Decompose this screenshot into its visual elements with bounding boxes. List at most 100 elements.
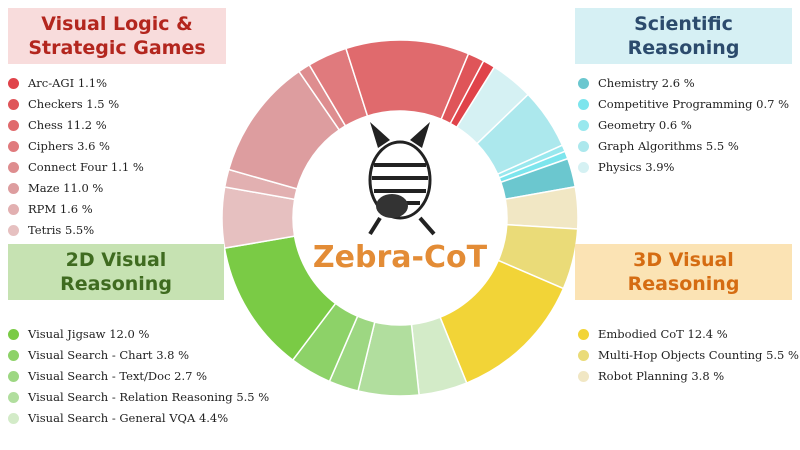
legend-item: Visual Search - Chart 3.8 % [8,348,189,362]
legend-item: Checkers 1.5 % [8,97,119,111]
legend-value: 11.0 % [63,181,104,195]
legend-label: Maze [28,181,60,195]
group-header: Visual Logic & Strategic Games [8,8,226,64]
donut-segment [449,59,496,129]
legend-item: Visual Search - Text/Doc 2.7 % [8,369,207,383]
group-title: Visual Logic & Strategic Games [28,13,206,59]
legend-item: Visual Jigsaw 12.0 % [8,327,149,341]
legend-label: Embodied CoT [598,327,684,341]
legend-marker [8,391,19,403]
donut-segment [499,157,577,201]
legend-marker [8,77,19,89]
legend-marker [8,98,19,110]
legend-marker [8,119,19,131]
legend-item: Chess 11.2 % [8,118,107,132]
legend-marker [578,328,589,340]
legend-item: Geometry 0.6 % [578,118,692,132]
legend-marker [8,161,19,173]
legend-label: Multi-Hop Objects Counting [598,348,763,362]
legend-value: 3.8 % [691,369,725,383]
legend-label: Ciphers [28,139,74,153]
legend-label: Geometry [598,118,656,132]
legend-value: 3.8 % [156,348,190,362]
legend-value: 0.6 % [658,118,692,132]
group-title: 3D Visual Reasoning [627,249,740,295]
zebra-icon [368,122,436,236]
donut-segment [291,302,359,383]
legend-value: 5.5 % [236,390,270,404]
legend-item: Ciphers 3.6 % [8,139,110,153]
donut-segment [440,52,485,125]
group-header: 2D Visual Reasoning [8,244,224,300]
legend-label: Chemistry [598,76,659,90]
legend-label: Connect Four [28,160,108,174]
legend-item: Competitive Programming 0.7 % [578,97,789,111]
donut-segment [497,223,579,290]
donut-segment [439,259,565,385]
legend-item: RPM 1.6 % [8,202,93,216]
legend-marker [8,203,19,215]
legend-item: Graph Algorithms 5.5 % [578,139,739,153]
legend-label: Physics [598,160,642,174]
legend-value: 2.7 % [174,369,208,383]
donut-segment [223,235,337,362]
legend-value: 3.9% [645,160,675,174]
legend-marker [8,224,19,236]
legend-label: Visual Search - Relation Reasoning [28,390,233,404]
legend-item: Connect Four 1.1 % [8,160,144,174]
donut-segment [221,186,296,250]
legend-label: Arc-AGI [28,76,75,90]
legend-value: 5.5 % [766,348,799,362]
legend-label: Tetris [28,223,62,237]
legend-value: 2.6 % [661,76,695,90]
legend-value: 1.6 % [59,202,93,216]
legend-label: Graph Algorithms [598,139,703,153]
legend-marker [8,328,19,340]
legend-value: 11.2 % [66,118,107,132]
legend-item: Tetris 5.5% [8,223,94,237]
legend-label: Visual Search - Text/Doc [28,369,171,383]
legend-item: Multi-Hop Objects Counting 5.5 % [578,348,799,362]
group-header: 3D Visual Reasoning [575,244,792,300]
legend-value: 5.5% [64,223,95,237]
legend-marker [578,161,589,173]
donut-segment [223,168,298,201]
legend-item: Chemistry 2.6 % [578,76,695,90]
legend-value: 0.7 % [756,97,790,111]
donut-segment [357,321,420,397]
legend-label: Visual Search - General VQA [28,411,196,425]
legend-label: Robot Planning [598,369,688,383]
donut-segment [328,315,376,392]
legend-item: Maze 11.0 % [8,181,103,195]
legend-item: Visual Search - Relation Reasoning 5.5 % [8,390,269,404]
legend-marker [8,370,19,382]
legend-marker [8,140,19,152]
legend-item: Arc-AGI 1.1% [8,76,107,90]
legend-label: Competitive Programming [598,97,753,111]
donut-segment [308,47,369,127]
legend-value: 12.0 % [109,327,150,341]
legend-value: 1.1 % [110,160,144,174]
legend-value: 5.5 % [705,139,739,153]
donut-segment [227,70,341,190]
legend-marker [578,119,589,131]
legend-marker [578,77,589,89]
legend-marker [578,98,589,110]
group-header: Scientific Reasoning [575,8,792,64]
legend-marker [8,182,19,194]
legend-item: Physics 3.9% [578,160,674,174]
donut-segment [344,39,470,121]
legend-label: Checkers [28,97,83,111]
legend-value: 1.5 % [86,97,120,111]
legend-label: Visual Jigsaw [28,327,106,341]
donut-segment [504,185,579,230]
legend-marker [578,140,589,152]
legend-item: Visual Search - General VQA 4.4% [8,411,228,425]
legend-marker [578,349,589,361]
legend-item: Robot Planning 3.8 % [578,369,724,383]
group-title: 2D Visual Reasoning [60,249,172,295]
legend-value: 12.4 % [687,327,728,341]
group-title: Scientific Reasoning [627,13,740,59]
